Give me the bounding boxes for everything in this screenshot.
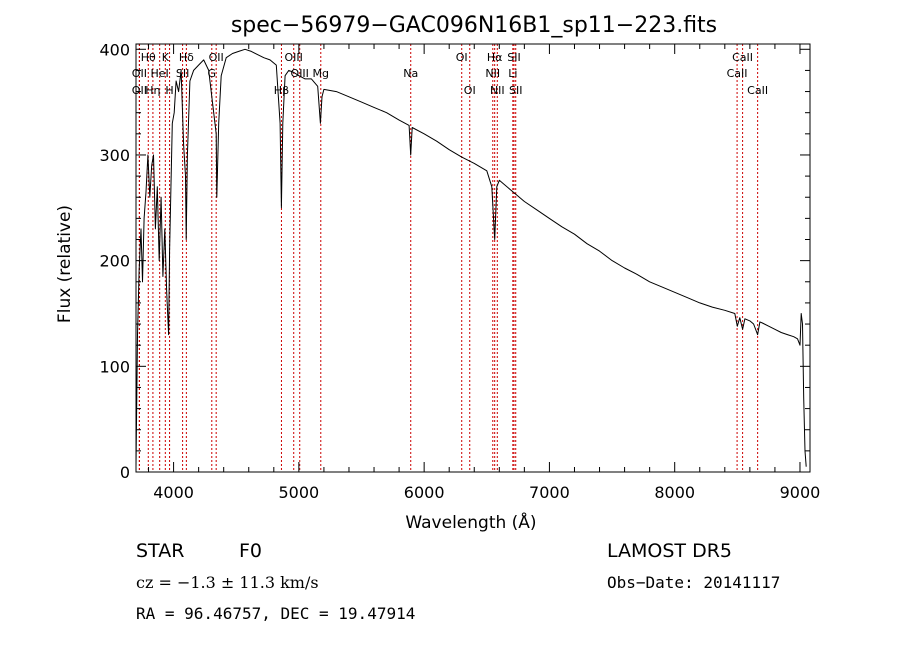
y-tick-label: 300 <box>99 146 130 165</box>
x-tick-label: 9000 <box>780 483 821 502</box>
spectral-line-label: Na <box>403 67 418 80</box>
subclass-label: F0 <box>239 540 263 562</box>
spectral-line-label: SII <box>176 67 189 80</box>
spectral-line-label: H <box>165 84 173 97</box>
x-axis-ticks: 4000 5000 6000 7000 8000 9000 <box>148 44 821 502</box>
x-tick-label: 6000 <box>404 483 445 502</box>
spectral-line-label: K <box>162 51 170 64</box>
spectral-line-label: Hδ <box>179 51 194 64</box>
spectral-line-label: OIII <box>285 51 303 64</box>
spectral-line-label: Hβ <box>274 84 289 97</box>
x-tick-label: 8000 <box>654 483 695 502</box>
coordinates-text: RA = 96.46757, DEC = 19.47914 <box>136 604 416 623</box>
spectral-line-label: SII <box>509 84 522 97</box>
class-label: STAR <box>136 540 185 562</box>
spectral-line-label: Hθ <box>141 51 156 64</box>
spectral-line-label: CaII <box>727 67 748 80</box>
y-tick-label: 100 <box>99 357 130 376</box>
spectral-line-label: OI <box>464 84 476 97</box>
x-tick-label: 7000 <box>529 483 570 502</box>
y-tick-label: 400 <box>99 40 130 59</box>
x-tick-label: 4000 <box>153 483 194 502</box>
spectral-line-label: Hα <box>487 51 503 64</box>
redshift-text: cz = −1.3 ± 11.3 km/s <box>136 573 319 592</box>
spectral-line-label: NII <box>490 84 505 97</box>
x-tick-label: 5000 <box>279 483 320 502</box>
y-tick-label: 0 <box>120 463 130 482</box>
spectral-line-label: HeI <box>151 67 169 80</box>
y-axis-ticks: 0 100 200 300 400 <box>99 40 810 482</box>
spectral-line-label: OII <box>209 51 224 64</box>
spectral-line-label: OIII <box>291 67 309 80</box>
chart-title: spec−56979−GAC096N16B1_sp11−223.fits <box>231 13 717 38</box>
spectral-line-label: NII <box>485 67 500 80</box>
spectral-line-label: Hη <box>145 84 160 97</box>
survey-label: LAMOST DR5 <box>607 540 732 562</box>
plot-frame <box>135 43 811 473</box>
spectral-line-label: CaII <box>732 51 753 64</box>
spectrum-series <box>135 48 807 467</box>
spectral-line-label: OII <box>132 67 147 80</box>
y-tick-label: 200 <box>99 252 130 271</box>
spectral-line-label: G <box>208 67 217 80</box>
spectral-line-label: Li <box>508 67 517 80</box>
spectral-line-label: Mg <box>313 67 329 80</box>
spectral-line-markers <box>138 44 759 472</box>
obs-date-text: Obs−Date: 20141117 <box>607 573 781 592</box>
spectral-line-label: CaII <box>747 84 768 97</box>
spectral-line-label: OI <box>456 51 468 64</box>
x-axis-title: Wavelength (Å) <box>405 511 536 533</box>
y-axis-title: Flux (relative) <box>55 205 75 323</box>
spectrum-line <box>135 48 807 467</box>
spectral-line-label: SII <box>507 51 520 64</box>
